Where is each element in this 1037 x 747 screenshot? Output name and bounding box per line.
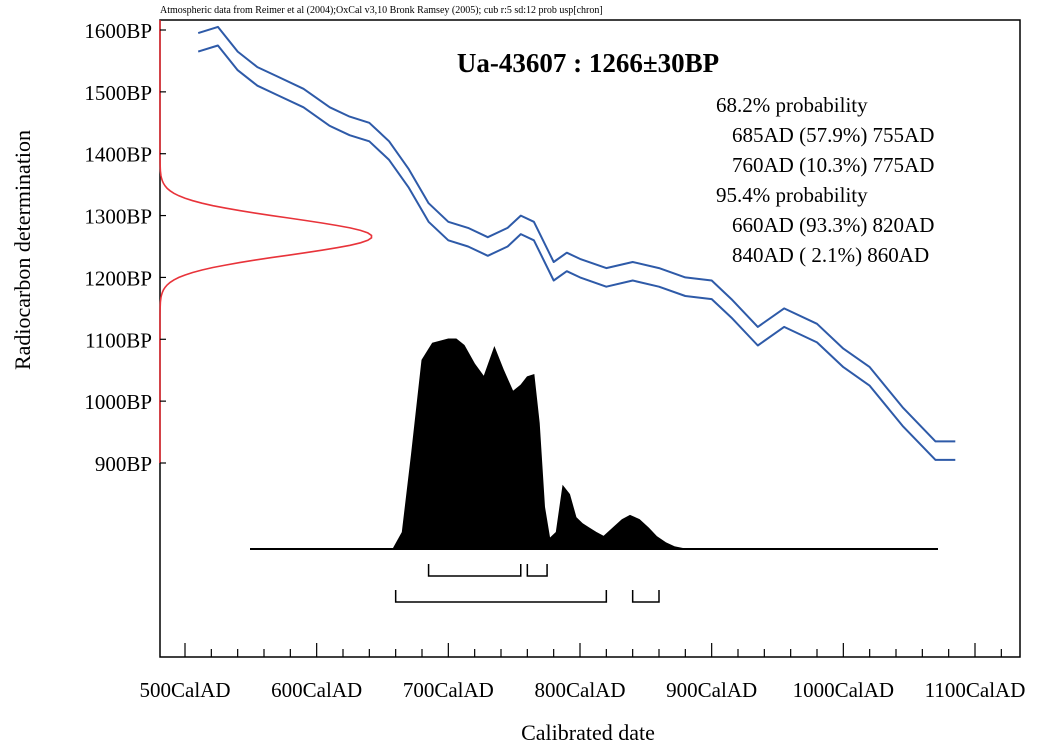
probability-heading: 68.2% probability xyxy=(716,93,868,117)
bracket-95 xyxy=(394,590,608,603)
y-axis-label: Radiocarbon determination xyxy=(10,130,35,370)
calibrated-distribution xyxy=(392,338,696,550)
bracket-68 xyxy=(427,564,522,577)
calibration-curve-lower xyxy=(197,44,956,461)
x-tick-label: 1100CalAD xyxy=(925,678,1026,702)
measurement-curve-layer xyxy=(159,20,373,463)
x-axis-label: Calibrated date xyxy=(521,720,655,745)
x-tick-label: 900CalAD xyxy=(666,678,757,702)
measurement-curve xyxy=(159,20,373,463)
x-tick-label: 800CalAD xyxy=(535,678,626,702)
probability-ranges: 68.2% probability 685AD (57.9%) 755AD 760A… xyxy=(716,93,934,267)
y-tick-label: 900BP xyxy=(95,452,152,476)
probability-range: 760AD (10.3%) 775AD xyxy=(732,153,934,177)
y-tick-label: 1500BP xyxy=(84,81,152,105)
y-tick-label: 1100BP xyxy=(85,328,152,352)
calibrated-distribution-layer xyxy=(250,338,938,550)
bracket-95 xyxy=(631,590,660,603)
x-tick-label: 700CalAD xyxy=(403,678,494,702)
x-tick-label: 600CalAD xyxy=(271,678,362,702)
probability-range: 660AD (93.3%) 820AD xyxy=(732,213,934,237)
sample-title: Ua-43607 : 1266±30BP xyxy=(457,48,719,78)
calibration-curve-layer xyxy=(197,25,956,461)
probability-range: 685AD (57.9%) 755AD xyxy=(732,123,934,147)
probability-range: 840AD ( 2.1%) 860AD xyxy=(732,243,929,267)
y-tick-label: 1400BP xyxy=(84,143,152,167)
range-brackets-layer xyxy=(394,564,660,603)
x-axis: 500CalAD 600CalAD 700CalAD 800CalAD 900CalAD… xyxy=(140,643,1026,702)
plot-frame xyxy=(159,19,1021,658)
x-tick-label: 1000CalAD xyxy=(793,678,895,702)
bracket-68 xyxy=(526,564,548,577)
calibration-curve-upper xyxy=(197,25,956,443)
y-tick-label: 1000BP xyxy=(84,390,152,414)
y-tick-label: 1300BP xyxy=(84,205,152,229)
probability-heading: 95.4% probability xyxy=(716,183,868,207)
y-axis: 1600BP 1500BP 1400BP 1300BP 1200BP 1100BP 1000… xyxy=(84,19,166,476)
y-tick-label: 1600BP xyxy=(84,19,152,43)
y-tick-label: 1200BP xyxy=(84,266,152,290)
x-tick-label: 500CalAD xyxy=(140,678,231,702)
source-note: Atmospheric data from Reimer et al (2004… xyxy=(160,5,603,16)
